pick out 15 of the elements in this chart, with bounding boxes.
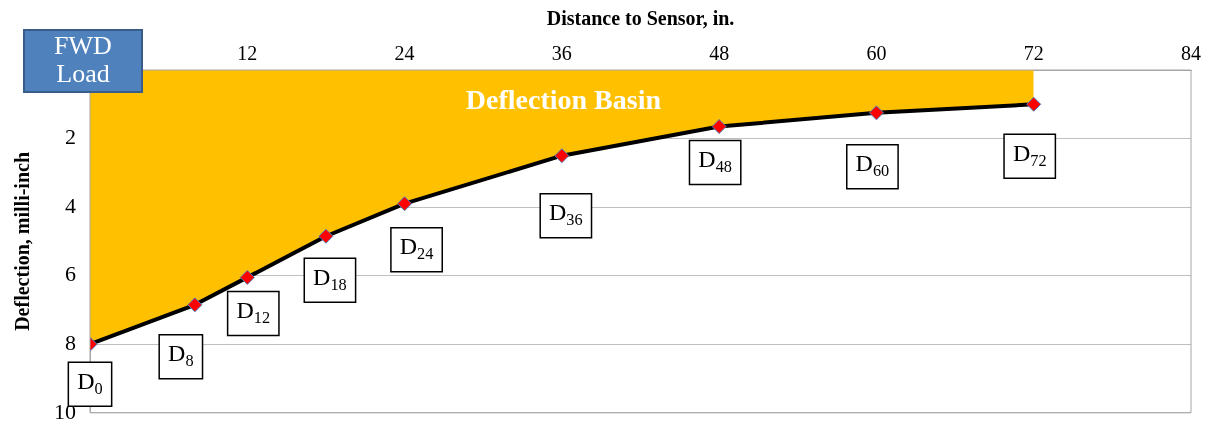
y-tick-label: 2 — [65, 124, 76, 150]
y-axis-title: Deflection, milli-inch — [11, 151, 34, 331]
x-tick-label: 48 — [709, 42, 730, 65]
annotation: FWD Load — [54, 30, 112, 88]
y-tick-label: 6 — [65, 261, 76, 287]
x-tick-label: 72 — [1023, 42, 1044, 65]
x-tick-label: 36 — [551, 42, 572, 65]
annotation: Deflection Basin — [465, 84, 662, 116]
x-tick-label: 12 — [237, 42, 258, 65]
x-tick-label: 24 — [394, 42, 415, 65]
x-tick-label: 60 — [866, 42, 887, 65]
x-tick-label: 84 — [1181, 42, 1201, 65]
x-axis-title: Distance to Sensor, in. — [546, 7, 735, 30]
y-tick-label: 4 — [65, 192, 76, 218]
y-tick-label: 8 — [65, 330, 76, 356]
